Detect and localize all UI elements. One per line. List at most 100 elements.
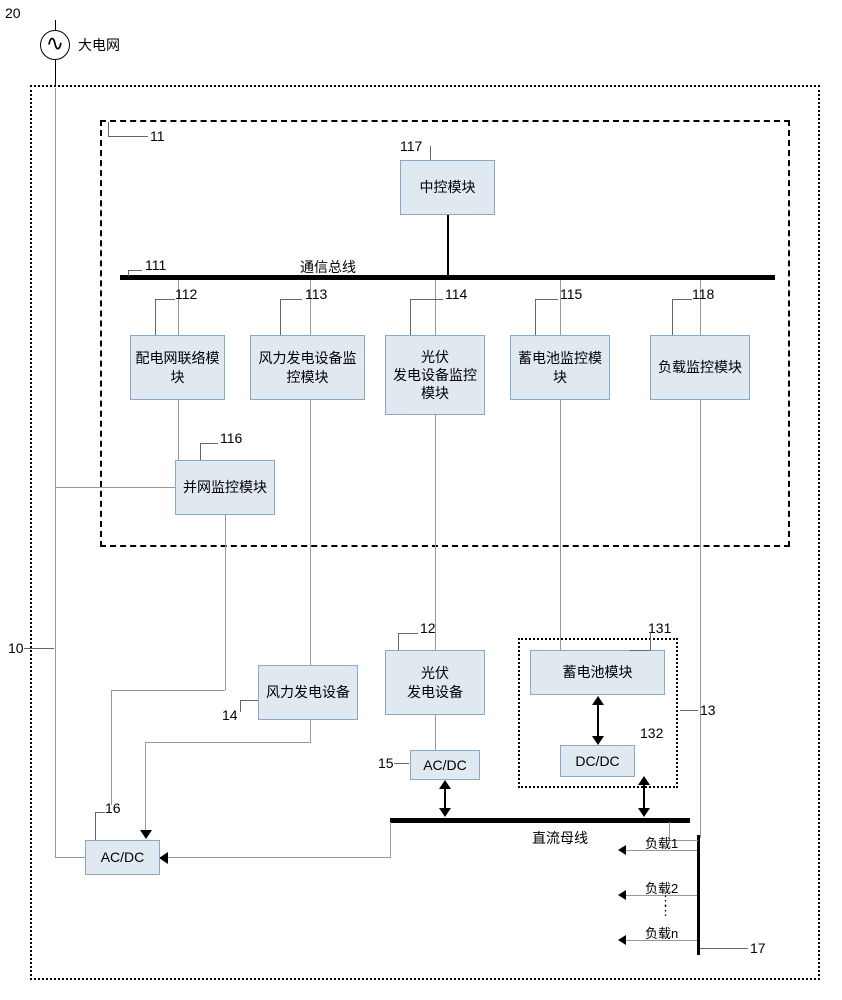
ref-13: 13	[700, 702, 716, 718]
arrow-head-down-2	[638, 808, 650, 817]
loadn-label: 负载n	[645, 923, 678, 942]
leader-12-v	[398, 633, 399, 650]
acdc-15: AC/DC	[410, 750, 480, 780]
wire-115-batt	[560, 400, 561, 650]
wire-116-down	[225, 515, 226, 690]
leader-113	[280, 299, 302, 300]
leader-114-v	[410, 299, 411, 335]
leader-11-v	[108, 122, 109, 136]
leader-11	[108, 136, 148, 137]
acdc-16: AC/DC	[85, 840, 160, 875]
battery-module: 蓄电池模块	[530, 650, 665, 695]
leader-12	[398, 633, 418, 634]
wire-116-acdc-v	[111, 690, 112, 805]
comm-bus	[120, 275, 775, 280]
ref-111: 111	[145, 257, 166, 273]
pv-monitor-module: 光伏 发电设备监控模块	[385, 335, 485, 415]
arrow-batt-dcdc	[597, 702, 599, 738]
leader-13	[680, 710, 698, 711]
wind-monitor-module: 风力发电设备监控模块	[250, 335, 365, 400]
wind-device: 风力发电设备	[258, 665, 358, 720]
grid-tie-monitor-module: 并网监控模块	[175, 460, 275, 515]
ref-118: 118	[692, 286, 714, 302]
ref-14: 14	[222, 707, 238, 723]
ref-16: 16	[105, 800, 121, 816]
arrow-load1	[618, 845, 626, 855]
load1-label: 负载1	[645, 833, 678, 852]
ref-113: 113	[305, 286, 327, 302]
arrow-head-up-1	[592, 696, 604, 705]
ref-10: 10	[8, 640, 24, 656]
ref-114: 114	[445, 286, 467, 302]
leader-117-v	[430, 146, 431, 160]
leader-114	[410, 299, 443, 300]
wire-bus-114	[435, 280, 436, 335]
pv-device: 光伏 发电设备	[385, 650, 485, 715]
ref-20: 20	[5, 5, 21, 21]
grid-label: 大电网	[78, 35, 120, 55]
arrow-bus-acdc16	[159, 852, 168, 864]
leader-131-v	[650, 632, 651, 650]
leader-17	[700, 948, 748, 949]
battery-monitor-module: 蓄电池监控模块	[510, 335, 610, 400]
ref-12: 12	[420, 620, 436, 636]
wire-grid-down	[55, 60, 56, 85]
arrow-wind-acdc	[140, 830, 152, 839]
ref-131: 131	[648, 620, 671, 636]
wire-113-wind	[310, 400, 311, 665]
wire-wind-down	[310, 720, 311, 742]
central-control-module: 中控模块	[400, 160, 495, 215]
leader-16	[95, 812, 105, 813]
wire-117-bus	[447, 215, 449, 275]
leader-115	[535, 299, 558, 300]
wire-116-left	[55, 487, 175, 488]
ref-112: 112	[175, 286, 197, 302]
wire-bus-acdc16-h	[160, 857, 390, 858]
ref-117: 117	[400, 138, 422, 154]
leader-111-v	[128, 270, 129, 276]
load-monitor-module: 负载监控模块	[650, 335, 750, 400]
ref-115: 115	[560, 286, 582, 302]
leader-112	[155, 299, 175, 300]
dc-bus-label: 直流母线	[532, 828, 588, 848]
leader-15	[394, 763, 409, 764]
wire-left-acdc	[55, 857, 85, 858]
arrow-head-down-1	[592, 736, 604, 745]
leader-116-v	[200, 443, 201, 460]
ref-15: 15	[378, 755, 394, 771]
arrow-loadn	[618, 935, 626, 945]
load-vdots2: ⋮	[659, 908, 672, 915]
leader-116	[200, 443, 218, 444]
leader-118	[672, 299, 692, 300]
wire-wind-acdc-v	[145, 742, 146, 837]
arrow-head-up-2	[638, 776, 650, 785]
leader-14	[240, 700, 258, 701]
ref-11: 11	[150, 128, 165, 144]
leader-115-v	[535, 299, 536, 335]
leader-16-v	[95, 812, 96, 840]
ref-17: 17	[750, 940, 766, 956]
arrow-load2	[618, 890, 626, 900]
leader-10	[24, 648, 54, 649]
wire-pv-acdc	[435, 715, 436, 750]
wire-118-load	[700, 400, 701, 838]
leader-14-v	[240, 700, 241, 712]
ac-source-icon	[40, 30, 70, 60]
wire-112-116-v	[178, 400, 179, 461]
leader-118-v	[672, 299, 673, 335]
dist-net-module: 配电网联络模块	[130, 335, 225, 400]
wire-left-vert	[55, 88, 56, 813]
comm-bus-label: 通信总线	[300, 257, 356, 277]
leader-112-v	[155, 299, 156, 335]
wire-114-pv	[435, 415, 436, 650]
load-bar	[697, 835, 700, 955]
arrow-head-up-3	[439, 780, 451, 789]
leader-113-v	[280, 299, 281, 335]
arrow-head-down-3	[439, 808, 451, 817]
dc-bus	[390, 818, 690, 823]
grid-wire-top	[55, 20, 56, 30]
wire-wind-h	[145, 742, 311, 743]
ref-116: 116	[220, 430, 242, 446]
leader-131	[630, 650, 650, 651]
leader-111	[128, 270, 142, 271]
